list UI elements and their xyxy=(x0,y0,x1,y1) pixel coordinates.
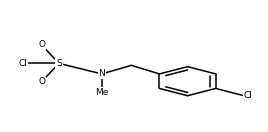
Text: O: O xyxy=(38,77,45,86)
Text: S: S xyxy=(56,59,62,68)
Text: N: N xyxy=(98,69,105,78)
Text: Me: Me xyxy=(95,88,109,97)
Text: Cl: Cl xyxy=(18,59,27,68)
Text: Cl: Cl xyxy=(244,91,253,100)
Text: O: O xyxy=(38,40,45,49)
